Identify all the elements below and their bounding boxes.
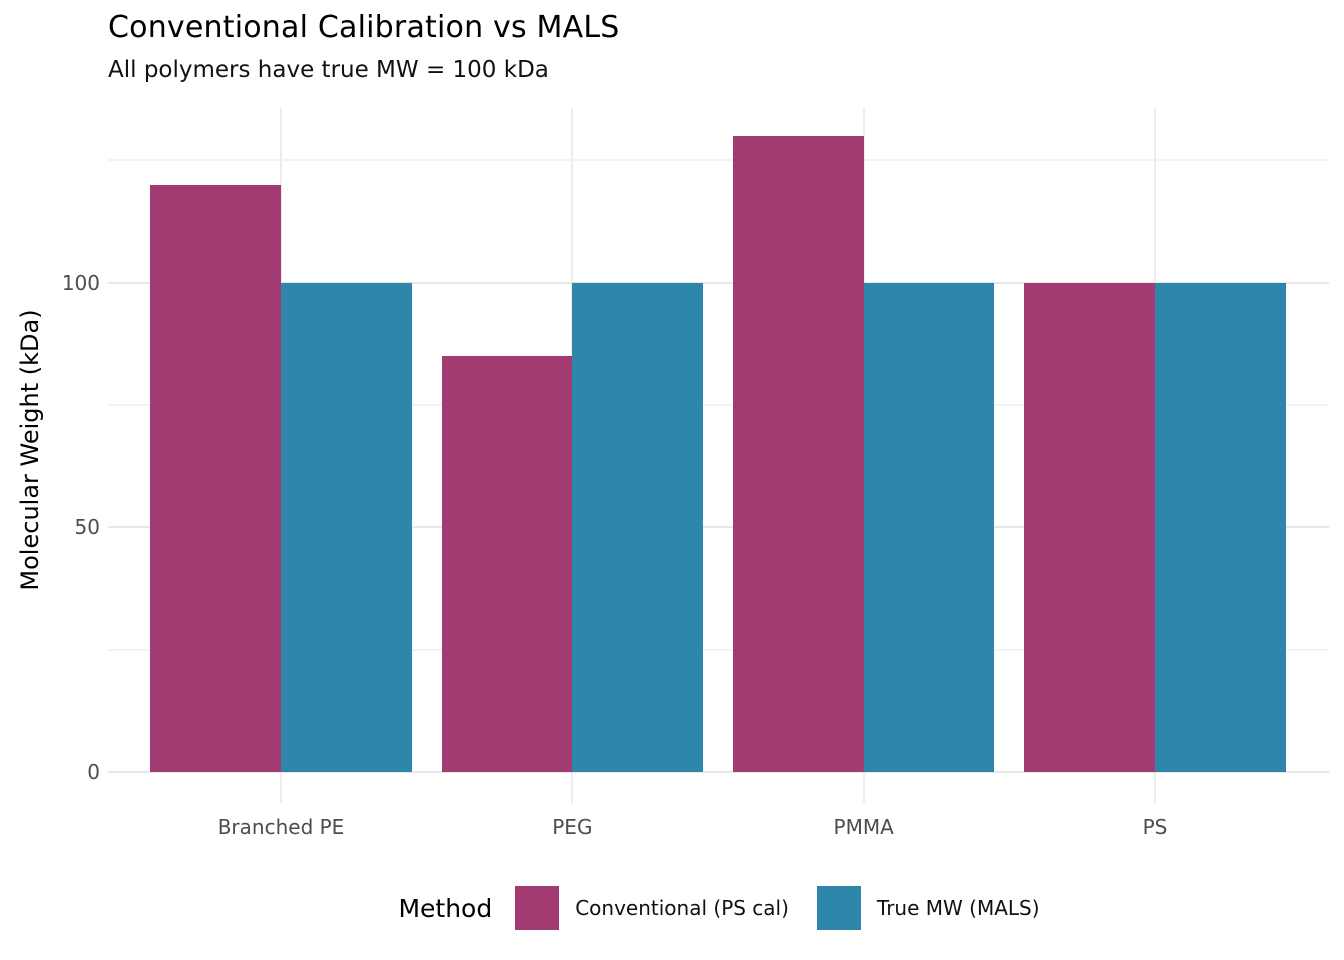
legend: Method Conventional (PS cal) True MW (MAL… [94, 884, 1344, 932]
bar-mals [863, 282, 995, 773]
x-tick-label: PS [1142, 815, 1168, 839]
bar-conventional [150, 184, 281, 773]
legend-items: Conventional (PS cal) True MW (MALS) [511, 886, 1040, 930]
gridline-major [108, 526, 1329, 529]
legend-item-label: True MW (MALS) [876, 896, 1040, 920]
chart-subtitle: All polymers have true MW = 100 kDa [108, 57, 549, 83]
bar-mals [572, 282, 703, 773]
legend-swatch [816, 886, 861, 930]
chart-title: Conventional Calibration vs MALS [108, 10, 620, 45]
x-tick-label: Branched PE [217, 815, 345, 839]
bar-mals [1155, 282, 1286, 773]
gridline-major [108, 281, 1329, 284]
legend-title: Method [398, 893, 493, 923]
bar-conventional [733, 135, 864, 773]
bar-conventional [1024, 282, 1155, 773]
legend-item-label: Conventional (PS cal) [575, 896, 789, 920]
gridline-minor [108, 159, 1329, 162]
gridline-minor [108, 648, 1329, 651]
legend-swatch [515, 886, 560, 930]
legend-item: Conventional (PS cal) [515, 886, 789, 930]
legend-item: True MW (MALS) [816, 886, 1040, 930]
y-tick-label: 100 [61, 270, 100, 295]
x-tick-label: PMMA [833, 815, 894, 839]
bar-mals [281, 282, 412, 773]
y-tick-label: 0 [87, 760, 100, 785]
gridline-major [108, 771, 1329, 774]
y-axis-title: Molecular Weight (kDa) [16, 309, 44, 591]
y-tick-label: 50 [74, 515, 100, 540]
gridline-minor [108, 404, 1329, 407]
x-tick-label: PEG [552, 815, 593, 839]
plot-panel [108, 108, 1329, 803]
bar-conventional [441, 356, 573, 773]
